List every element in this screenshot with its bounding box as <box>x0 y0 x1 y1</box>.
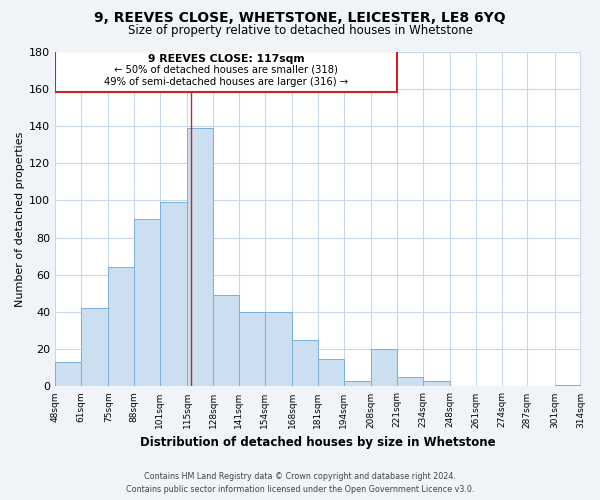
Bar <box>422 381 450 386</box>
Bar <box>160 202 187 386</box>
Text: 9 REEVES CLOSE: 117sqm: 9 REEVES CLOSE: 117sqm <box>148 54 304 64</box>
Bar <box>371 349 397 387</box>
Bar <box>81 308 109 386</box>
Text: Contains HM Land Registry data © Crown copyright and database right 2024.
Contai: Contains HM Land Registry data © Crown c… <box>126 472 474 494</box>
Bar <box>292 340 318 386</box>
Bar <box>187 128 213 386</box>
Bar <box>109 268 134 386</box>
Bar <box>55 362 81 386</box>
Bar <box>318 358 344 386</box>
Text: Size of property relative to detached houses in Whetstone: Size of property relative to detached ho… <box>128 24 473 37</box>
Bar <box>344 381 371 386</box>
Bar <box>397 377 422 386</box>
Text: 49% of semi-detached houses are larger (316) →: 49% of semi-detached houses are larger (… <box>104 76 348 86</box>
Bar <box>555 384 580 386</box>
X-axis label: Distribution of detached houses by size in Whetstone: Distribution of detached houses by size … <box>140 436 496 449</box>
Bar <box>134 219 160 386</box>
Bar <box>265 312 292 386</box>
Bar <box>213 296 239 386</box>
Text: ← 50% of detached houses are smaller (318): ← 50% of detached houses are smaller (31… <box>114 64 338 74</box>
Y-axis label: Number of detached properties: Number of detached properties <box>15 132 25 306</box>
Text: 9, REEVES CLOSE, WHETSTONE, LEICESTER, LE8 6YQ: 9, REEVES CLOSE, WHETSTONE, LEICESTER, L… <box>94 11 506 25</box>
Bar <box>55 52 397 92</box>
Bar <box>239 312 265 386</box>
